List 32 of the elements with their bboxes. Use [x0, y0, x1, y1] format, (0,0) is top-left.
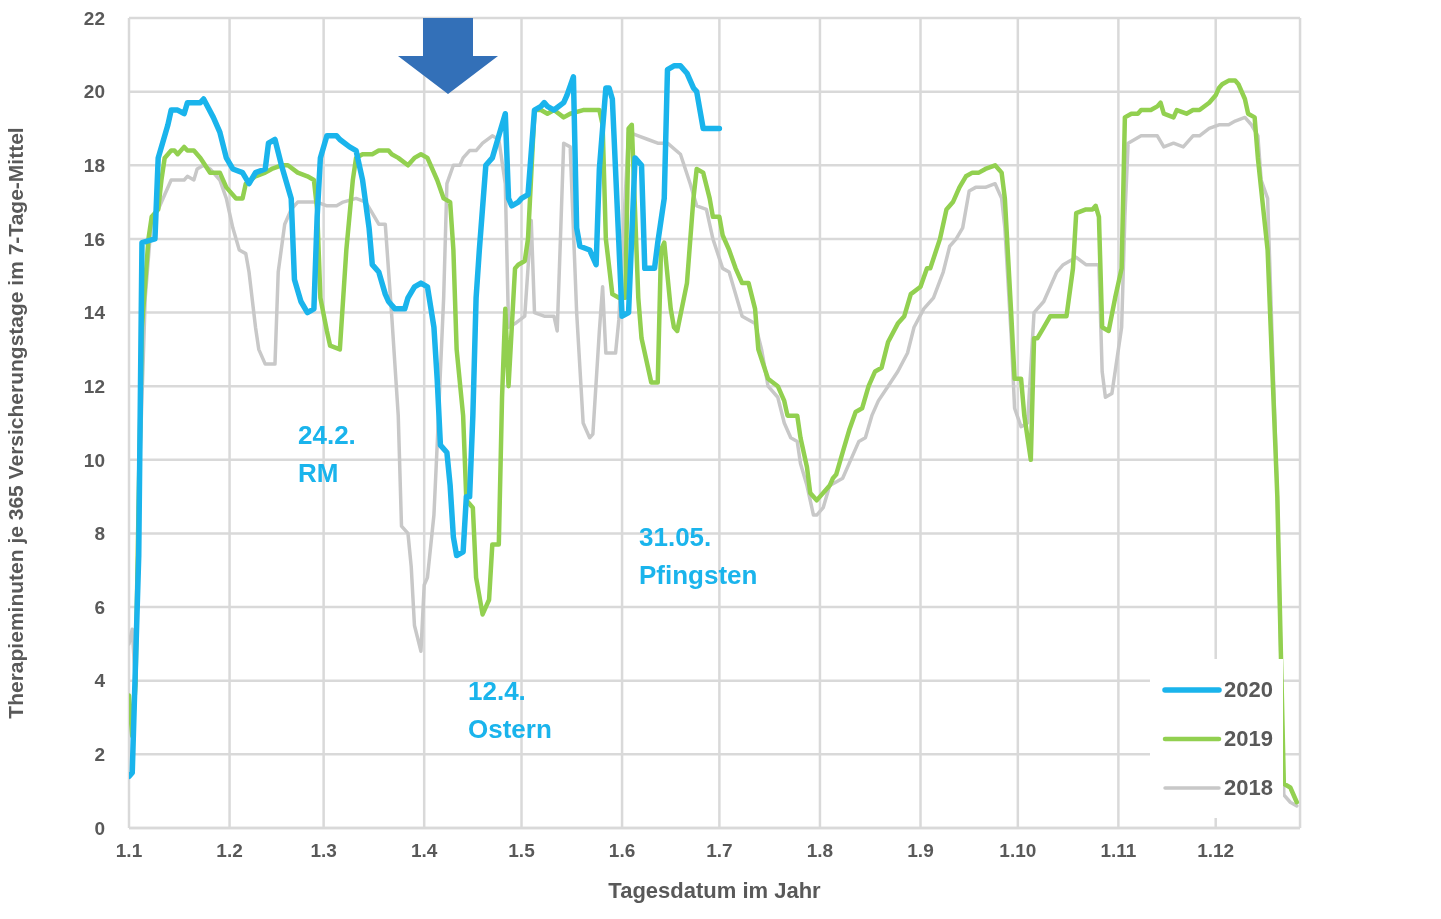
- y-tick-label: 14: [83, 302, 106, 324]
- legend-label: 2020: [1224, 676, 1273, 703]
- annotation: 24.2. RM: [298, 419, 356, 490]
- y-tick-label: 4: [94, 670, 106, 692]
- x-tick-label: 1.1: [115, 840, 143, 862]
- x-tick-label: 1.9: [907, 840, 934, 862]
- x-tick-label: 1.10: [999, 840, 1037, 862]
- x-tick-label: 1.3: [310, 840, 337, 862]
- y-tick-label: 18: [83, 155, 105, 177]
- y-tick-label: 12: [83, 375, 105, 397]
- y-tick-label: 20: [83, 81, 105, 103]
- x-tick-label: 1.6: [608, 840, 636, 862]
- y-axis-title: Therapieminuten je 365 Versicherungstage im 7-Tage-Mittel: [4, 127, 28, 719]
- y-tick-label: 0: [94, 817, 105, 839]
- y-tick-label: 16: [83, 228, 105, 250]
- y-tick-label: 2: [94, 744, 105, 766]
- y-tick-label: 10: [83, 449, 105, 471]
- x-axis-title: Tagesdatum im Jahr: [608, 878, 822, 903]
- x-tick-label: 1.12: [1197, 840, 1235, 862]
- x-tick-label: 1.2: [216, 840, 243, 862]
- x-tick-label: 1.11: [1100, 840, 1137, 862]
- x-tick-label: 1.8: [806, 840, 834, 862]
- y-tick-label: 8: [94, 523, 105, 545]
- y-tick-label: 6: [94, 596, 105, 618]
- x-tick-label: 1.4: [410, 840, 438, 862]
- legend-label: 2019: [1224, 725, 1273, 752]
- x-tick-label: 1.5: [508, 840, 536, 862]
- x-tick-label: 1.7: [706, 840, 733, 862]
- legend-label: 2018: [1224, 774, 1273, 801]
- annotation: 12.4. Ostern: [468, 675, 552, 746]
- annotation: 31.05. Pfingsten: [639, 521, 758, 592]
- y-tick-label: 22: [83, 7, 105, 29]
